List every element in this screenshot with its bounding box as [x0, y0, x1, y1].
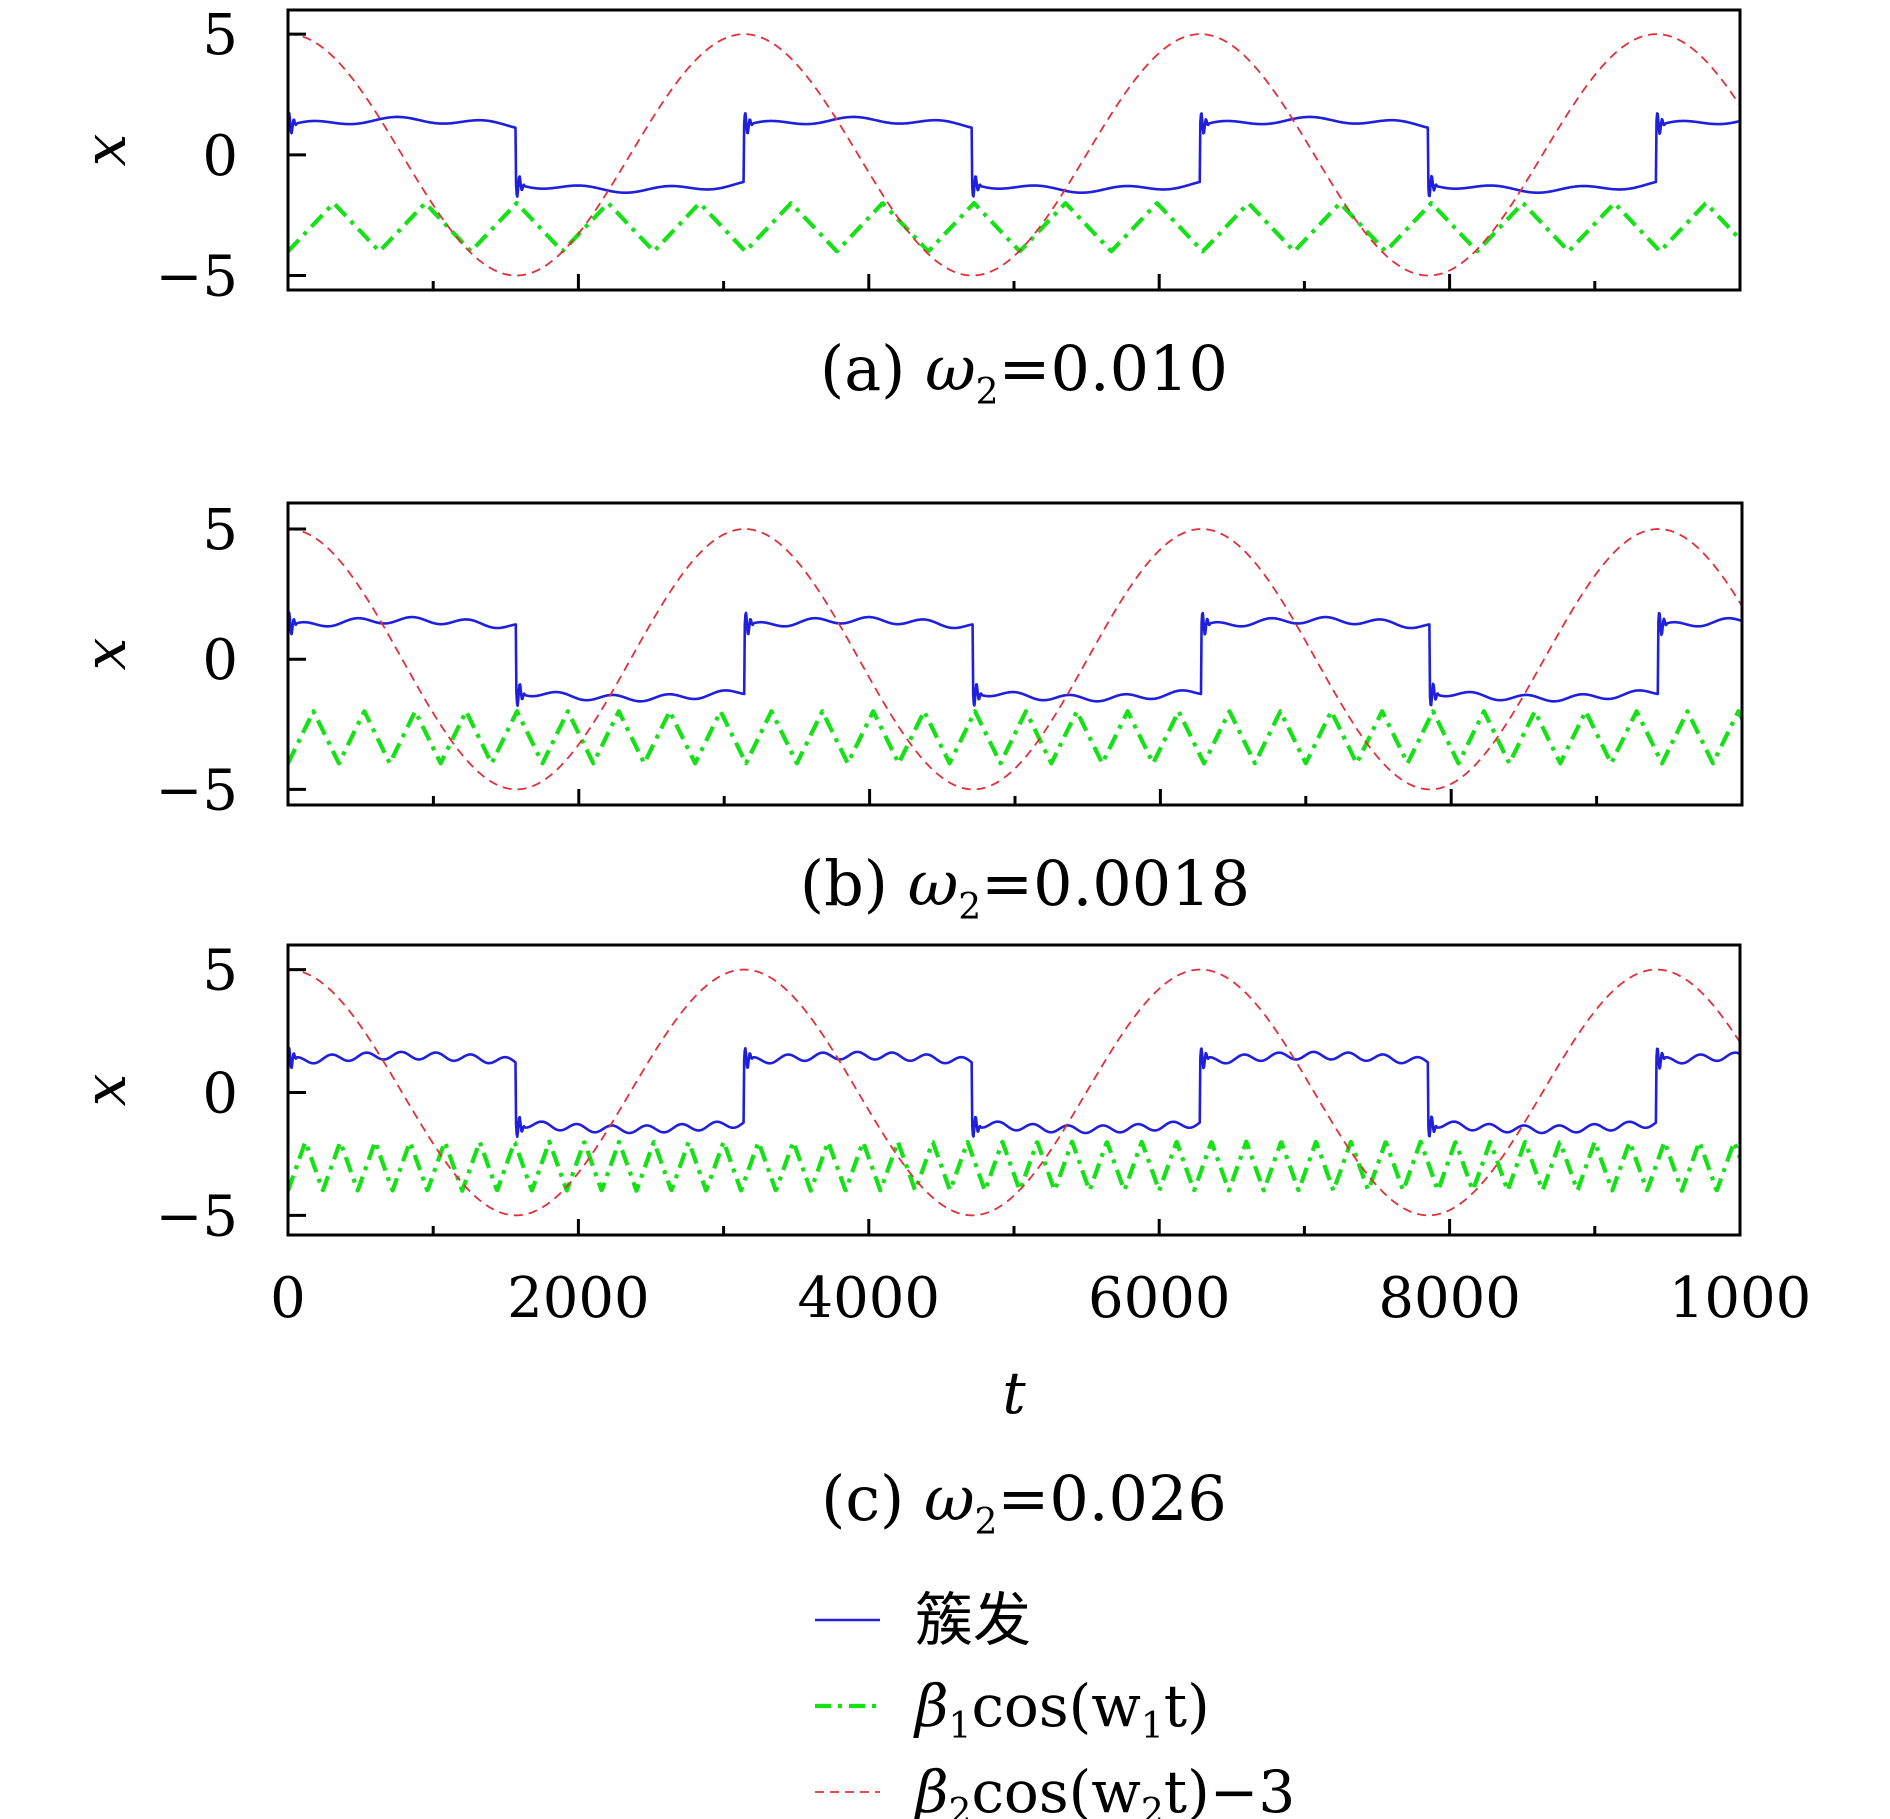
panel-caption: (c) ω2=0.026: [821, 1462, 1227, 1543]
x-tick-label: 1000: [1669, 1266, 1812, 1331]
legend-label: β2cos(w2t)−3: [913, 1758, 1295, 1819]
x-tick-label: 8000: [1378, 1266, 1521, 1331]
y-tick-label: −5: [155, 758, 238, 823]
y-axis-label: x: [71, 134, 139, 167]
x-tick-label: 2000: [507, 1266, 650, 1331]
x-tick-label: 4000: [798, 1266, 941, 1331]
x-tick-label: 6000: [1088, 1266, 1231, 1331]
x-tick-label: 0: [270, 1266, 306, 1331]
series-line-beta1cos(w1t): [288, 709, 1742, 766]
y-axis-label: x: [71, 1074, 139, 1107]
plot-frame: [286, 501, 1744, 807]
panel-caption: (a) ω2=0.010: [820, 332, 1228, 413]
legend: 簇发 β1cos(w1t) β2cos(w2t)−3: [815, 1586, 1295, 1819]
series-line-beta2cos(w2t)-3: [288, 33, 1740, 277]
panel-a: 5 0 −5 x (a) ω2=0.010: [71, 3, 1742, 413]
panel-caption: (b) ω2=0.0018: [800, 847, 1250, 928]
series-line-beta2cos(w2t)-3: [288, 968, 1740, 1217]
y-tick-label: 5: [202, 939, 238, 1004]
x-axis-label: t: [1002, 1359, 1026, 1427]
plot-area: [288, 33, 1740, 277]
legend-label: 簇发: [915, 1586, 1031, 1654]
series-line-beta1cos(w1t): [288, 1139, 1740, 1193]
series-line-burst: [288, 1046, 1740, 1139]
plot-frame: [286, 943, 1742, 1237]
legend-label: β1cos(w1t): [913, 1672, 1210, 1747]
y-tick-label: 0: [202, 124, 238, 189]
plot-area: [288, 968, 1740, 1217]
y-tick-label: −5: [155, 245, 238, 310]
series-line-burst: [288, 611, 1742, 707]
series-line-burst: [288, 111, 1740, 198]
y-tick-label: 5: [202, 498, 238, 563]
y-tick-label: 0: [202, 1061, 238, 1126]
y-tick-label: −5: [155, 1184, 238, 1249]
y-tick-label: 0: [202, 628, 238, 693]
plot-area: [288, 528, 1742, 791]
y-axis-label: x: [71, 638, 139, 671]
panel-b: 5 0 −5 x (b) ω2=0.0018: [71, 498, 1744, 928]
series-line-beta2cos(w2t)-3: [288, 528, 1742, 791]
series-line-beta1cos(w1t): [288, 201, 1740, 254]
y-tick-label: 5: [202, 3, 238, 68]
panel-c: 5 0 −5 0 2000 4000 6000 8000 1000 x t (c) ω2=0.026: [71, 939, 1811, 1543]
